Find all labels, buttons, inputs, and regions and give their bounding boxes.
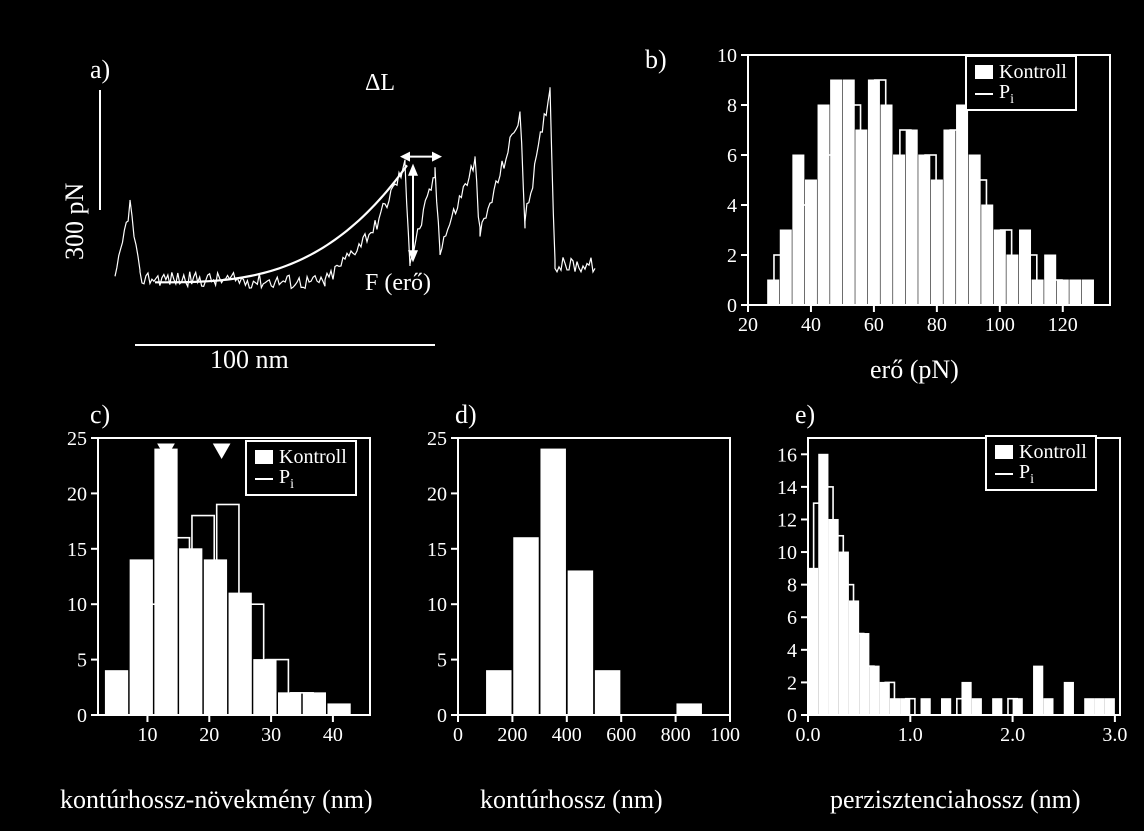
svg-text:800: 800 [661, 724, 691, 746]
svg-text:40: 40 [801, 314, 821, 336]
svg-text:12: 12 [777, 509, 797, 531]
legend-pi: Pi [999, 81, 1014, 108]
panel-a-delta-l: ΔL [365, 70, 395, 97]
svg-text:10: 10 [137, 724, 157, 746]
svg-text:20: 20 [427, 483, 447, 505]
panel-e-xlabel: perzisztenciahossz (nm) [830, 785, 1081, 815]
svg-text:5: 5 [77, 650, 87, 672]
svg-text:0: 0 [787, 705, 797, 727]
svg-text:20: 20 [199, 724, 219, 746]
svg-text:20: 20 [738, 314, 758, 336]
svg-text:15: 15 [427, 539, 447, 561]
svg-text:8: 8 [727, 95, 737, 117]
panel-d-xlabel: kontúrhossz (nm) [480, 785, 663, 815]
svg-text:15: 15 [67, 539, 87, 561]
svg-text:2.0: 2.0 [1000, 724, 1025, 746]
svg-text:10: 10 [67, 594, 87, 616]
svg-text:0: 0 [77, 705, 87, 727]
svg-text:600: 600 [606, 724, 636, 746]
panel-c-xlabel: kontúrhossz-növekmény (nm) [60, 785, 373, 815]
svg-text:10: 10 [717, 45, 737, 67]
svg-text:0: 0 [453, 724, 463, 746]
panel-c-legend: Kontroll Pi [245, 440, 357, 496]
svg-text:2: 2 [787, 672, 797, 694]
svg-text:8: 8 [787, 575, 797, 597]
panel-b-label: b) [645, 45, 667, 75]
svg-text:120: 120 [1048, 314, 1078, 336]
svg-text:0: 0 [437, 705, 447, 727]
svg-text:3.0: 3.0 [1102, 724, 1127, 746]
panel-a-y-scale: 300 pN [60, 183, 90, 260]
svg-text:16: 16 [777, 444, 797, 466]
svg-text:5: 5 [437, 650, 447, 672]
svg-text:6: 6 [787, 607, 797, 629]
svg-text:200: 200 [497, 724, 527, 746]
svg-text:25: 25 [427, 428, 447, 450]
svg-text:30: 30 [261, 724, 281, 746]
svg-text:400: 400 [552, 724, 582, 746]
svg-text:1000: 1000 [710, 724, 740, 746]
svg-text:10: 10 [427, 594, 447, 616]
svg-text:60: 60 [864, 314, 884, 336]
panel-a-x-scale: 100 nm [210, 345, 289, 375]
panel-b-xlabel: erő (pN) [870, 355, 959, 385]
legend-pi-e: Pi [1019, 461, 1034, 488]
svg-text:80: 80 [927, 314, 947, 336]
svg-text:1.0: 1.0 [898, 724, 923, 746]
svg-text:10: 10 [777, 542, 797, 564]
svg-text:40: 40 [323, 724, 343, 746]
svg-text:100: 100 [985, 314, 1015, 336]
panel-a-chart [85, 60, 615, 360]
svg-text:25: 25 [67, 428, 87, 450]
panel-e-legend: Kontroll Pi [985, 435, 1097, 491]
svg-text:0.0: 0.0 [796, 724, 821, 746]
svg-text:4: 4 [727, 195, 737, 217]
svg-text:4: 4 [787, 640, 797, 662]
panel-b-legend: Kontroll Pi [965, 55, 1077, 111]
panel-d-chart: 0 200 400 600 800 1000 0 5 10 15 20 25 [410, 420, 740, 755]
svg-text:2: 2 [727, 245, 737, 267]
svg-text:20: 20 [67, 483, 87, 505]
svg-text:14: 14 [777, 477, 797, 499]
panel-a-force: F (erő) [365, 270, 431, 297]
legend-pi-c: Pi [279, 466, 294, 493]
svg-text:0: 0 [727, 295, 737, 317]
svg-text:6: 6 [727, 145, 737, 167]
